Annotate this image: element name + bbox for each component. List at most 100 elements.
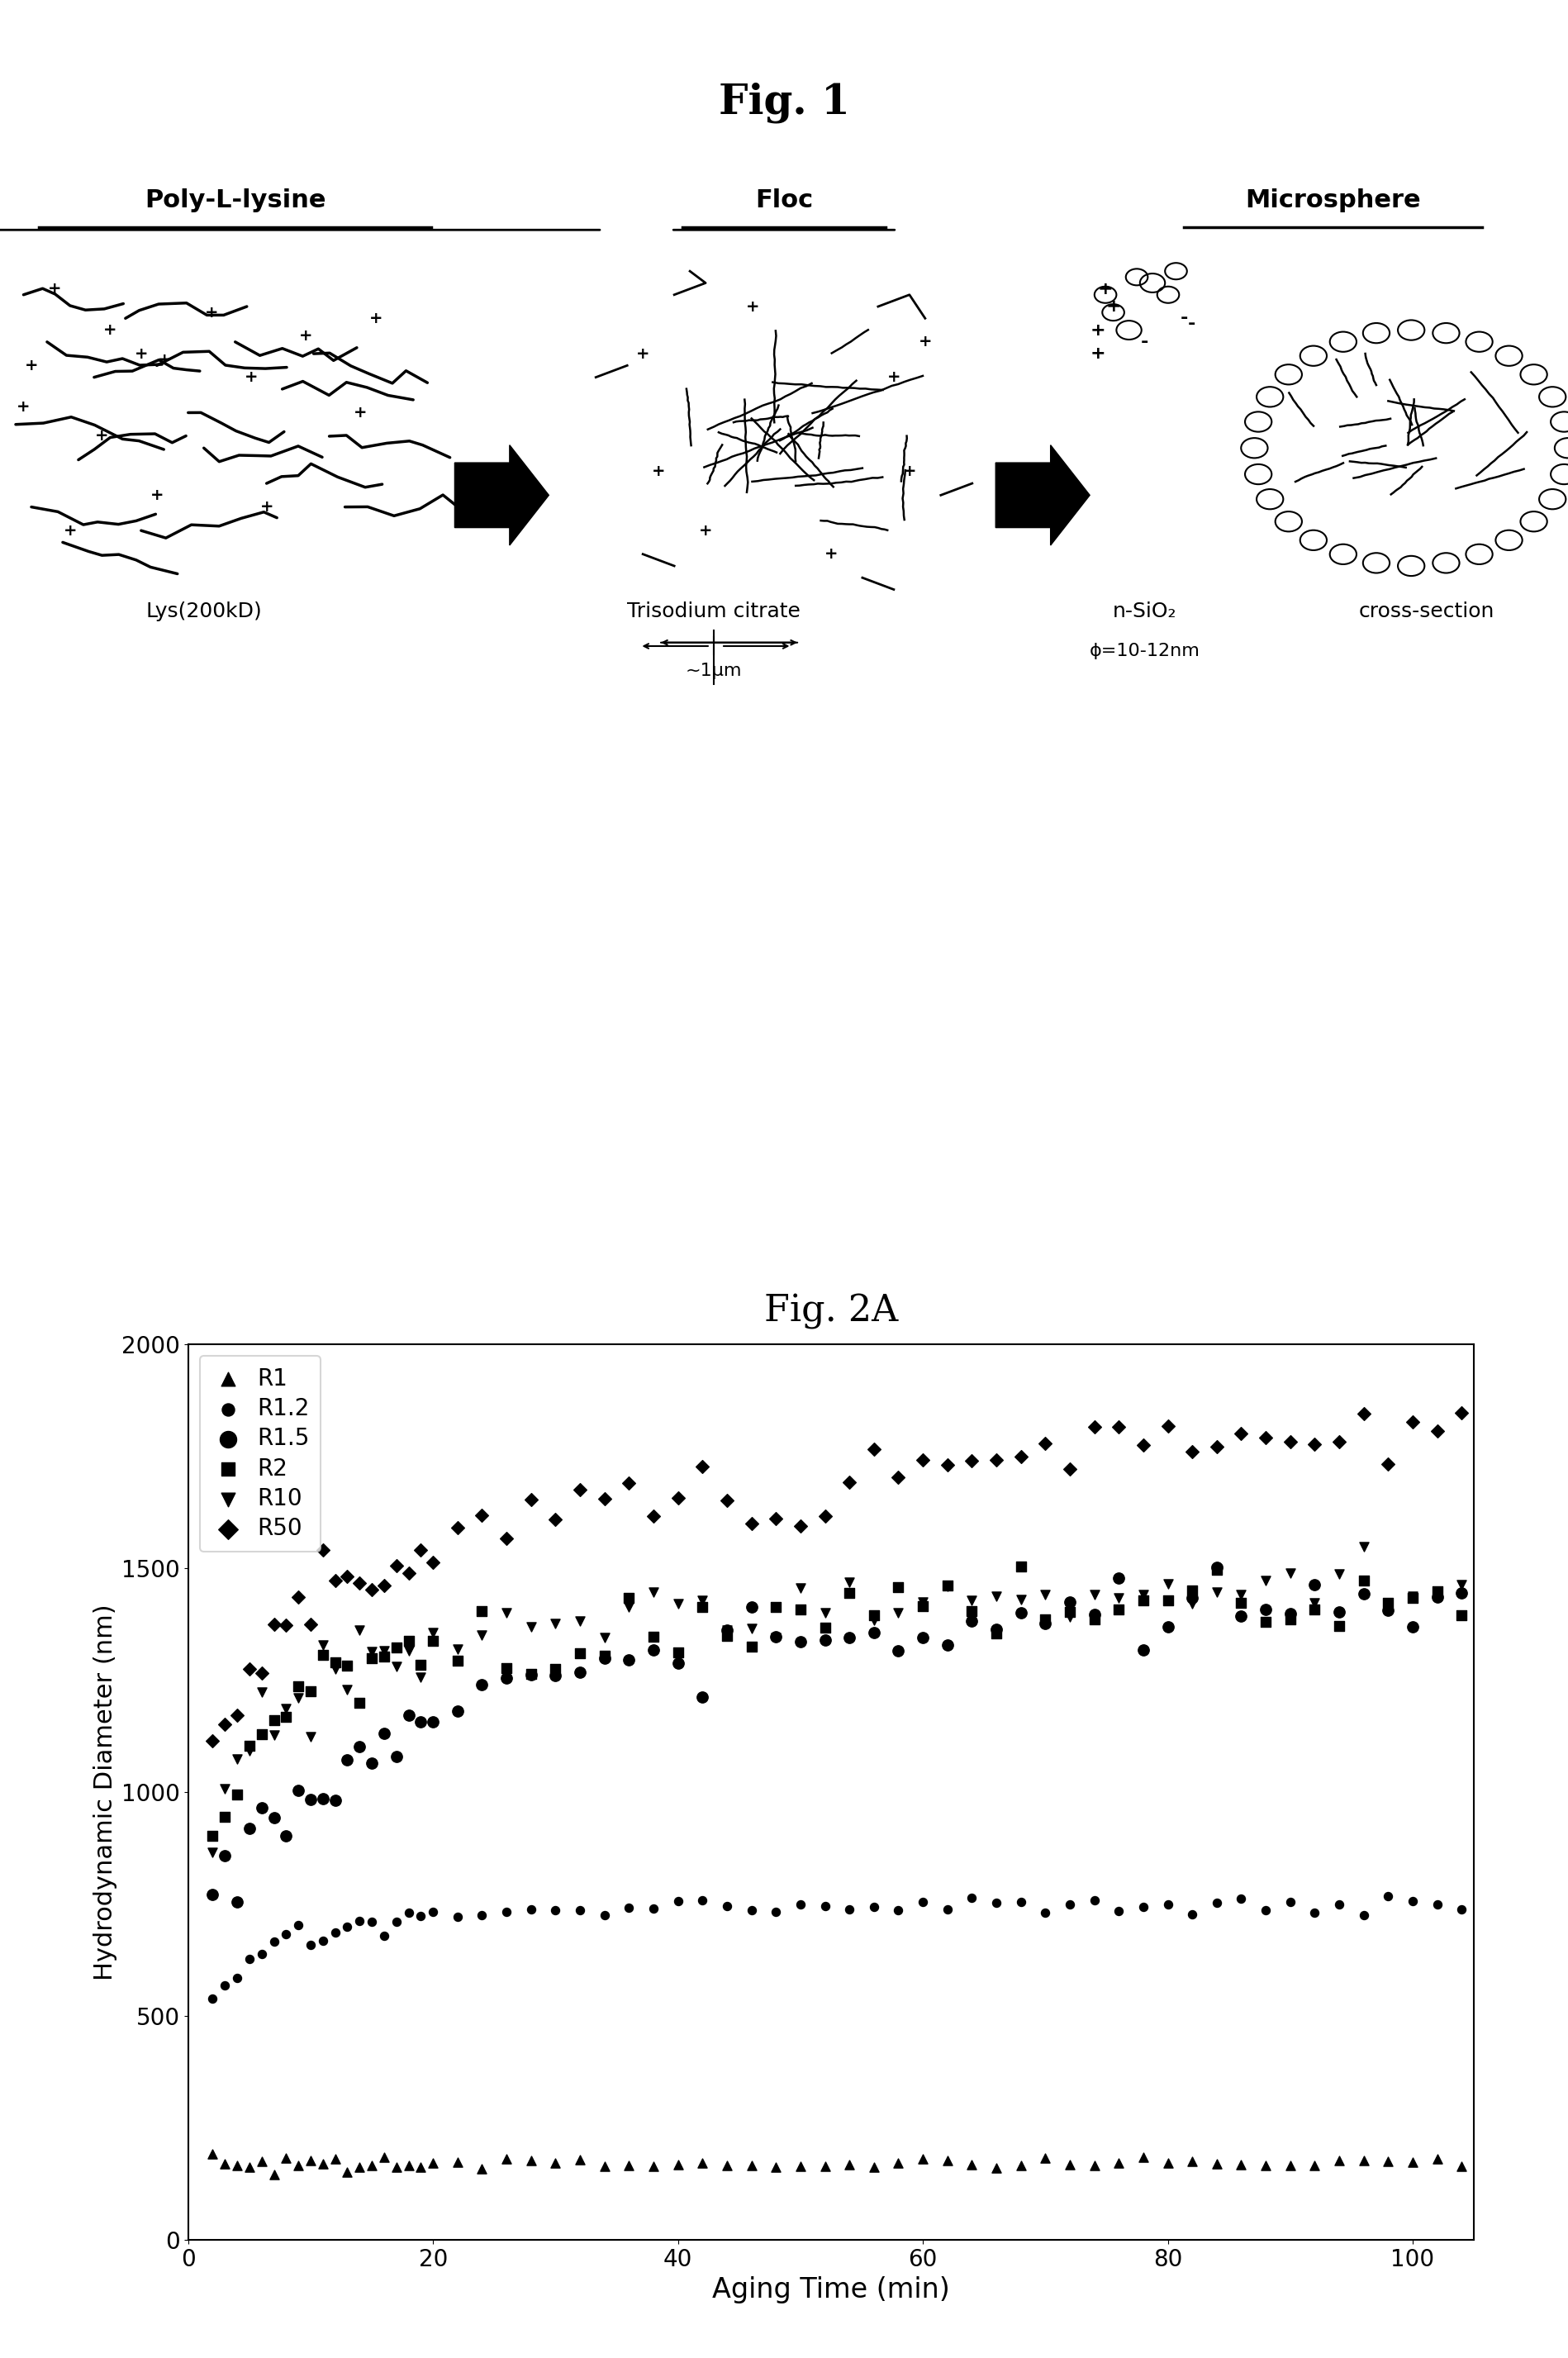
R50 bbox=[494, 1519, 519, 1556]
R2 bbox=[1082, 1601, 1107, 1639]
R1.2 bbox=[224, 1959, 249, 1997]
R2 bbox=[310, 1636, 336, 1674]
R50 bbox=[764, 1500, 789, 1537]
R1 bbox=[739, 2146, 764, 2184]
R2 bbox=[616, 1580, 641, 1618]
R10 bbox=[787, 1568, 812, 1606]
R2 bbox=[1008, 1547, 1033, 1585]
R1 bbox=[616, 2146, 641, 2184]
R10 bbox=[469, 1615, 494, 1653]
R1.5 bbox=[1229, 1596, 1254, 1634]
R1.2 bbox=[237, 1941, 262, 1978]
R1.5 bbox=[384, 1738, 409, 1776]
R10 bbox=[285, 1679, 310, 1717]
R1 bbox=[359, 2146, 384, 2184]
R1 bbox=[212, 2146, 237, 2184]
R50 bbox=[616, 1464, 641, 1502]
R10 bbox=[764, 1618, 789, 1655]
R50 bbox=[715, 1481, 740, 1519]
R1.2 bbox=[1253, 1891, 1278, 1929]
R1.2 bbox=[445, 1898, 470, 1936]
Text: +: + bbox=[746, 299, 759, 314]
R1.5 bbox=[1375, 1592, 1400, 1629]
R50 bbox=[1327, 1422, 1352, 1460]
Text: Floc: Floc bbox=[756, 189, 812, 212]
R1.2 bbox=[273, 1915, 298, 1952]
R2 bbox=[519, 1655, 544, 1693]
R10 bbox=[739, 1611, 764, 1648]
R1 bbox=[886, 2143, 911, 2181]
R1.2 bbox=[960, 1879, 985, 1917]
R1.2 bbox=[336, 1908, 361, 1945]
FancyArrow shape bbox=[996, 446, 1090, 545]
FancyArrow shape bbox=[455, 446, 549, 545]
R50 bbox=[812, 1497, 837, 1535]
R1.5 bbox=[690, 1679, 715, 1717]
R1.2 bbox=[372, 1917, 397, 1955]
R1 bbox=[1425, 2139, 1450, 2176]
R1 bbox=[237, 2148, 262, 2186]
R1 bbox=[1008, 2146, 1033, 2184]
R50 bbox=[960, 1441, 985, 1478]
R2 bbox=[935, 1568, 960, 1606]
R10 bbox=[568, 1603, 593, 1641]
R2 bbox=[397, 1622, 422, 1660]
R50 bbox=[1278, 1422, 1303, 1460]
R1.2 bbox=[1204, 1884, 1229, 1922]
R1.5 bbox=[665, 1644, 690, 1681]
R1.2 bbox=[408, 1898, 433, 1936]
R10 bbox=[665, 1585, 690, 1622]
R2 bbox=[262, 1700, 287, 1738]
R50 bbox=[1204, 1429, 1229, 1467]
Text: Fig. 1: Fig. 1 bbox=[718, 83, 850, 123]
Text: +: + bbox=[1098, 281, 1113, 297]
R50 bbox=[593, 1478, 618, 1516]
R1.2 bbox=[1449, 1891, 1474, 1929]
Text: +: + bbox=[135, 347, 147, 361]
R1 bbox=[397, 2146, 422, 2184]
R50 bbox=[861, 1429, 886, 1467]
R1 bbox=[543, 2143, 568, 2181]
Text: +: + bbox=[370, 311, 383, 325]
R2 bbox=[886, 1568, 911, 1606]
R50 bbox=[1375, 1445, 1400, 1483]
R10 bbox=[384, 1648, 409, 1686]
R1.5 bbox=[960, 1601, 985, 1639]
R50 bbox=[1425, 1412, 1450, 1450]
R1.2 bbox=[397, 1893, 422, 1931]
R1.2 bbox=[310, 1922, 336, 1959]
R1.2 bbox=[1327, 1886, 1352, 1924]
R50 bbox=[285, 1578, 310, 1615]
R1 bbox=[960, 2146, 985, 2184]
R1.5 bbox=[1179, 1580, 1204, 1618]
R50 bbox=[347, 1563, 372, 1601]
R1 bbox=[1229, 2146, 1254, 2184]
R10 bbox=[237, 1731, 262, 1768]
R2 bbox=[1352, 1561, 1377, 1599]
R1 bbox=[665, 2146, 690, 2184]
R1.5 bbox=[336, 1740, 361, 1778]
R1.2 bbox=[543, 1891, 568, 1929]
R10 bbox=[1301, 1585, 1327, 1622]
R10 bbox=[310, 1627, 336, 1665]
R50 bbox=[1301, 1427, 1327, 1464]
R1 bbox=[262, 2155, 287, 2193]
R1.5 bbox=[739, 1589, 764, 1627]
R50 bbox=[201, 1721, 226, 1759]
R1.2 bbox=[298, 1926, 323, 1964]
R1 bbox=[1253, 2146, 1278, 2184]
R2 bbox=[739, 1627, 764, 1665]
R2 bbox=[1375, 1585, 1400, 1622]
R1 bbox=[787, 2148, 812, 2186]
Text: +: + bbox=[64, 523, 77, 538]
R2 bbox=[1301, 1589, 1327, 1627]
R1.5 bbox=[1131, 1632, 1156, 1669]
Text: +: + bbox=[354, 406, 367, 420]
R10 bbox=[886, 1594, 911, 1632]
Text: +: + bbox=[903, 465, 916, 479]
R50 bbox=[665, 1478, 690, 1516]
R50 bbox=[1156, 1408, 1181, 1445]
R1.2 bbox=[384, 1903, 409, 1941]
R1 bbox=[285, 2146, 310, 2184]
R1.5 bbox=[911, 1620, 936, 1658]
